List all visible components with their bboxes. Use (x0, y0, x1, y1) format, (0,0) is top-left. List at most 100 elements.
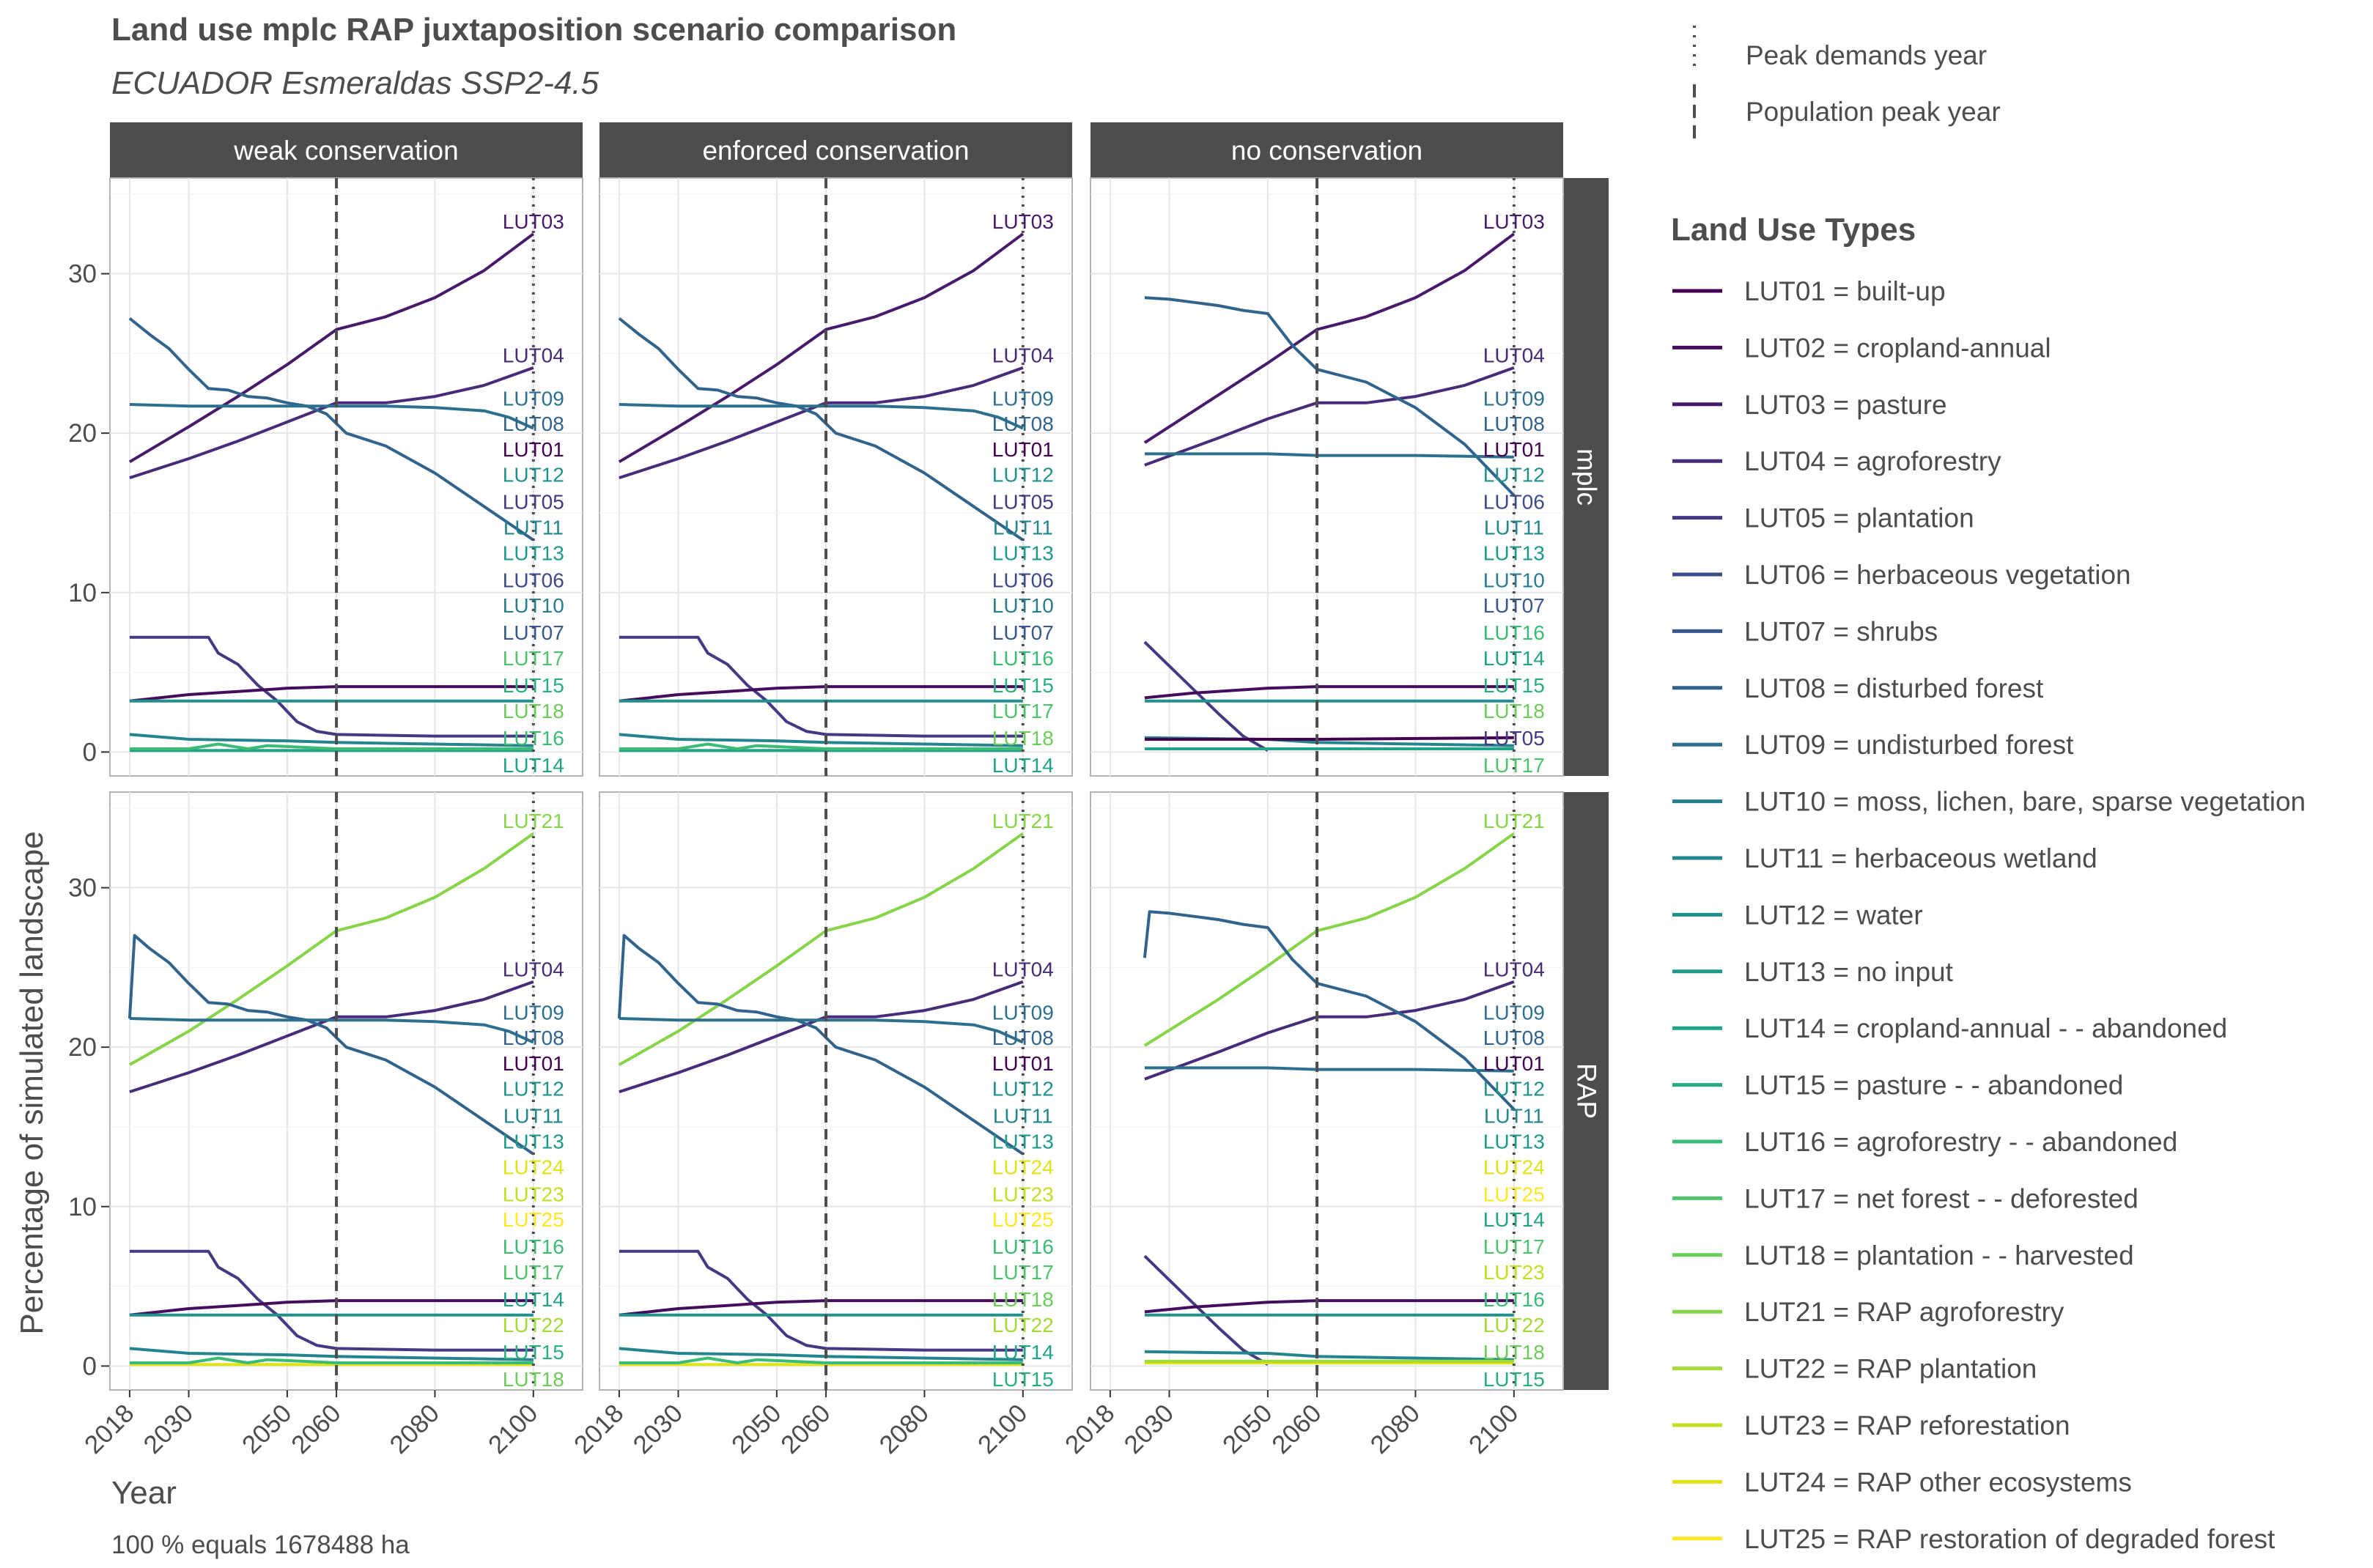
x-tick-label: 2080 (1365, 1399, 1425, 1460)
row-strip-label: RAP (1572, 1063, 1602, 1119)
series-line-lut02 (1144, 1299, 1514, 1314)
end-label-lut11: LUT11 (1484, 517, 1544, 539)
end-label-lut13: LUT13 (992, 1131, 1054, 1153)
legend-item-lut25: LUT25 = RAP restoration of degraded fore… (1672, 1524, 2276, 1554)
end-label-lut01: LUT01 (503, 438, 564, 461)
end-label-lut14: LUT14 (1483, 1208, 1545, 1231)
legend-label: LUT05 = plantation (1744, 503, 1974, 533)
legend-item-lut12: LUT12 = water (1672, 900, 1923, 930)
legend-label: LUT07 = shrubs (1744, 616, 1938, 646)
x-tick-label: 2080 (384, 1399, 445, 1460)
end-label-lut22: LUT22 (503, 1314, 564, 1336)
end-label-lut12: LUT12 (992, 1078, 1054, 1101)
x-tick-label: 2080 (874, 1399, 934, 1460)
legend-item-lut18: LUT18 = plantation - - harvested (1672, 1240, 2134, 1271)
series-line-lut16 (619, 742, 1023, 750)
end-label-lut08: LUT08 (503, 1027, 564, 1049)
legend-label: LUT14 = cropland-annual - - abandoned (1744, 1013, 2227, 1043)
series-line-lut21 (1143, 832, 1515, 1047)
panel-weak-conservation-rap: LUT21 LUT04 LUT09 LUT08 LUT01 LUT12 LUT11 LUT13… (79, 791, 583, 1460)
x-tick-label: 2050 (1217, 1399, 1278, 1460)
end-label-lut14: LUT14 (503, 1288, 564, 1311)
end-label-lut06: LUT06 (503, 569, 564, 591)
column-strip-label: enforced conservation (702, 136, 969, 166)
end-label-lut01: LUT01 (992, 1052, 1054, 1075)
end-label-lut04: LUT04 (1483, 958, 1545, 981)
legend-label: LUT02 = cropland-annual (1744, 333, 2051, 363)
x-tick-label: 2018 (1060, 1399, 1121, 1460)
legend-label: LUT13 = no input (1744, 957, 1954, 987)
series-line-lut08 (617, 933, 1024, 1155)
end-label-lut08: LUT08 (992, 413, 1054, 435)
end-label-lut05: LUT05 (992, 491, 1054, 514)
end-label-lut09: LUT09 (503, 1001, 564, 1024)
legend-label: LUT01 = built-up (1744, 276, 1946, 306)
x-tick-label: 2030 (139, 1399, 199, 1460)
x-tick-label: 2100 (483, 1399, 544, 1460)
end-label-lut18: LUT18 (992, 727, 1054, 750)
series-line-lut02 (619, 1299, 1023, 1317)
legend-item-lut22: LUT22 = RAP plantation (1672, 1354, 2037, 1384)
series-line-lut08 (1143, 910, 1516, 1111)
end-label-lut10: LUT10 (503, 594, 564, 617)
legend-label: LUT17 = net forest - - deforested (1744, 1183, 2138, 1213)
series-line-lut01 (1144, 736, 1514, 741)
series-line-lut08 (618, 317, 1024, 541)
end-label-lut03: LUT03 (503, 210, 564, 233)
legend-item-lut21: LUT21 = RAP agroforestry (1672, 1297, 2064, 1327)
end-label-lut13: LUT13 (503, 541, 564, 564)
legend-label: LUT06 = herbaceous vegetation (1744, 560, 2131, 590)
series-line-lut08 (128, 317, 534, 541)
y-tick-label: 0 (83, 1352, 97, 1380)
facet-panels: weak conservation enforced conservation no… (68, 122, 1609, 1460)
legend-label: LUT25 = RAP restoration of degraded fore… (1744, 1524, 2276, 1554)
legend-item-lut07: LUT07 = shrubs (1672, 616, 1938, 646)
row-strip-background (1561, 178, 1609, 776)
end-label-lut17: LUT17 (503, 1261, 564, 1284)
end-label-lut11: LUT11 (1484, 1105, 1544, 1128)
x-tick-label: 2100 (1464, 1399, 1524, 1460)
series-line-lut02 (129, 685, 534, 703)
x-tick-label: 2018 (79, 1399, 140, 1460)
end-label-lut16: LUT16 (992, 647, 1054, 670)
series-line-lut03 (618, 232, 1024, 464)
end-label-lut09: LUT09 (992, 387, 1054, 410)
legend-item-lut03: LUT03 = pasture (1672, 390, 1947, 420)
end-label-lut25: LUT25 (1483, 1183, 1545, 1205)
panel-weak-conservation-mplc: LUT03 LUT04 LUT09 LUT08 LUT01 LUT12 LUT05 LUT11… (109, 177, 583, 777)
y-tick-label: 10 (68, 1193, 97, 1221)
end-label-lut08: LUT08 (1483, 1027, 1545, 1049)
end-label-lut16: LUT16 (1483, 1288, 1545, 1311)
y-tick-label: 0 (83, 738, 97, 766)
end-label-lut09: LUT09 (503, 387, 564, 410)
end-label-lut05: LUT05 (1483, 727, 1545, 750)
series-line-lut09 (129, 1017, 534, 1044)
end-label-lut12: LUT12 (503, 1078, 564, 1101)
column-strip-background (110, 122, 583, 178)
peak-demands-legend-label: Peak demands year (1746, 40, 1987, 70)
end-label-lut18: LUT18 (503, 700, 564, 722)
end-label-lut25: LUT25 (503, 1208, 564, 1231)
end-label-lut16: LUT16 (1483, 621, 1545, 644)
legend-item-lut04: LUT04 = agroforestry (1672, 446, 2001, 476)
panel-no-conservation-mplc: LUT03 LUT04 LUT09 LUT08 LUT01 LUT12 LUT06 LUT11… (1090, 177, 1564, 777)
column-strip-enforced-conservation: enforced conservation (599, 122, 1072, 178)
end-label-lut14: LUT14 (992, 754, 1054, 777)
land-use-legend: LUT01 = built-up LUT02 = cropland-annual L… (1672, 276, 2306, 1554)
end-label-lut04: LUT04 (503, 958, 564, 981)
end-label-lut14: LUT14 (503, 754, 564, 777)
legend-label: LUT15 = pasture - - abandoned (1744, 1070, 2123, 1101)
end-label-lut23: LUT23 (503, 1183, 564, 1205)
end-label-lut01: LUT01 (992, 438, 1054, 461)
series-line-lut02 (129, 1299, 534, 1317)
end-label-lut13: LUT13 (1483, 541, 1545, 564)
series-line-lut16 (129, 1356, 534, 1364)
series-line-lut16 (619, 1356, 1023, 1364)
row-strip-mplc: mplc (1561, 178, 1609, 776)
legend-label: LUT16 = agroforestry - - abandoned (1744, 1127, 2177, 1157)
legend-label: LUT21 = RAP agroforestry (1744, 1297, 2064, 1327)
legend-label: LUT03 = pasture (1744, 390, 1947, 420)
end-label-lut14: LUT14 (992, 1341, 1054, 1364)
end-label-lut21: LUT21 (1483, 810, 1545, 832)
end-label-lut15: LUT15 (1483, 674, 1545, 697)
